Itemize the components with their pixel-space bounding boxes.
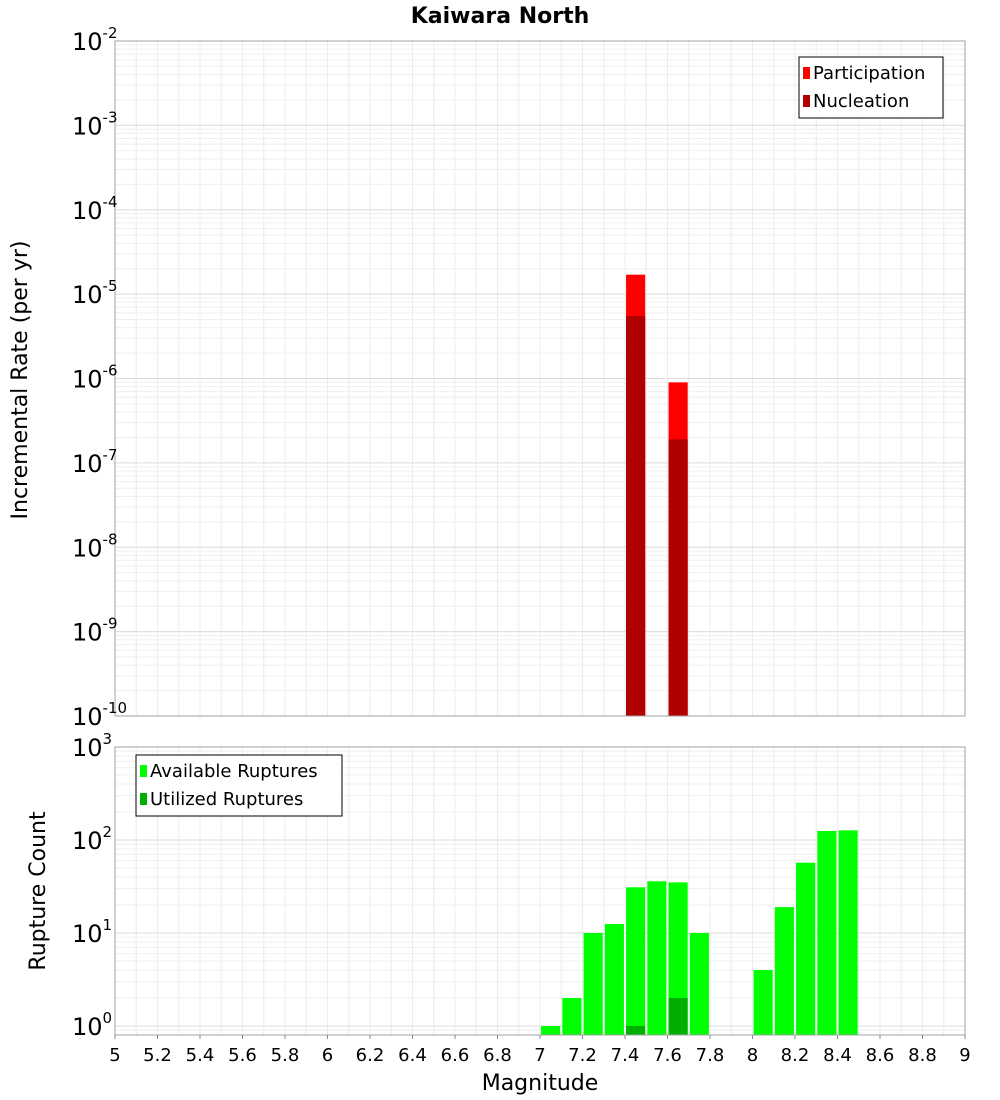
bottom-bar-available-ruptures bbox=[604, 923, 624, 1035]
top-y-tick-label: 10-8 bbox=[72, 530, 118, 562]
bottom-x-tick-label: 8.2 bbox=[781, 1045, 810, 1066]
bottom-legend: Available Ruptures Utilized Ruptures bbox=[135, 754, 343, 817]
bottom-x-tick-label: 5 bbox=[109, 1045, 120, 1066]
bottom-bar-available-ruptures bbox=[562, 997, 582, 1035]
bottom-bars bbox=[541, 830, 858, 1035]
bottom-bar-utilized-ruptures bbox=[626, 1025, 646, 1035]
bottom-bar-utilized-ruptures bbox=[668, 997, 688, 1035]
bottom-legend-swatch bbox=[140, 765, 147, 777]
bottom-panel-rupture-count: 103 102 101 100 5 5.2 5.4 5.6 5.8 6 6.2 6.4 6.6 6.8 7 7… bbox=[72, 730, 971, 1066]
bottom-bar-available-ruptures bbox=[541, 1025, 561, 1035]
bottom-x-tick-label: 7.4 bbox=[611, 1045, 640, 1066]
bottom-x-tick-label: 9 bbox=[959, 1045, 970, 1066]
top-y-tick-label: 10-5 bbox=[72, 277, 118, 309]
bottom-x-tick-label: 5.4 bbox=[186, 1045, 215, 1066]
bottom-x-tick-label: 8 bbox=[747, 1045, 758, 1066]
bottom-x-tick-label: 5.2 bbox=[143, 1045, 172, 1066]
top-y-ticks: 10-2 10-3 10-4 10-5 10-6 10-7 10-8 10-9 10-10 bbox=[72, 24, 127, 731]
chart-title: Kaiwara North bbox=[411, 4, 590, 29]
bottom-x-tick-label: 6.8 bbox=[483, 1045, 512, 1066]
top-y-tick-label: 10-7 bbox=[72, 446, 118, 478]
bottom-bar-available-ruptures bbox=[583, 932, 603, 1035]
top-panel-participation-nucleation: 10-2 10-3 10-4 10-5 10-6 10-7 10-8 10-9 10-10 Par… bbox=[72, 24, 966, 731]
top-y-tick-label: 10-2 bbox=[72, 24, 118, 56]
bottom-bar-available-ruptures bbox=[796, 862, 816, 1035]
bottom-x-tick-label: 8.6 bbox=[866, 1045, 895, 1066]
top-y-tick-label: 10-6 bbox=[72, 362, 118, 394]
top-y-axis-label: Incremental Rate (per yr) bbox=[8, 241, 33, 520]
bottom-x-tick-label: 6 bbox=[322, 1045, 333, 1066]
bottom-bar-available-ruptures bbox=[774, 907, 794, 1035]
top-y-tick-label: 10-3 bbox=[72, 108, 118, 140]
x-axis-label: Magnitude bbox=[482, 1071, 599, 1096]
bottom-x-tick-label: 7 bbox=[534, 1045, 545, 1066]
top-legend-label: Participation bbox=[813, 63, 925, 84]
bottom-y-axis-label: Rupture Count bbox=[26, 811, 51, 971]
bottom-bar-available-ruptures bbox=[838, 830, 858, 1035]
bottom-legend-label: Available Ruptures bbox=[150, 761, 318, 782]
bottom-bar-available-ruptures bbox=[817, 830, 837, 1035]
bottom-y-tick-label: 100 bbox=[72, 1009, 112, 1041]
top-y-tick-label: 10-4 bbox=[72, 193, 118, 225]
bottom-x-tick-label: 8.4 bbox=[823, 1045, 852, 1066]
bottom-legend-swatch bbox=[140, 793, 147, 805]
bottom-bar-available-ruptures bbox=[689, 932, 709, 1035]
bottom-x-tick-label: 5.8 bbox=[271, 1045, 300, 1066]
bottom-bar-available-ruptures bbox=[668, 882, 688, 1035]
bottom-y-tick-label: 103 bbox=[72, 730, 112, 762]
bottom-bar-available-ruptures bbox=[626, 887, 646, 1035]
top-legend: Participation Nucleation bbox=[798, 56, 944, 119]
top-plot-border bbox=[114, 40, 966, 717]
bottom-x-tick-label: 6.2 bbox=[356, 1045, 385, 1066]
bottom-x-ticks: 5 5.2 5.4 5.6 5.8 6 6.2 6.4 6.6 6.8 7 7.2 7.4 7.6 7.8 8… bbox=[109, 1035, 971, 1066]
top-legend-box bbox=[798, 56, 944, 119]
bottom-x-tick-label: 7.8 bbox=[696, 1045, 725, 1066]
bottom-x-tick-label: 6.6 bbox=[441, 1045, 470, 1066]
top-grid bbox=[115, 41, 965, 717]
bottom-legend-box bbox=[135, 754, 343, 817]
top-legend-label: Nucleation bbox=[813, 91, 909, 112]
bottom-x-tick-label: 8.8 bbox=[908, 1045, 937, 1066]
bottom-x-tick-label: 7.2 bbox=[568, 1045, 597, 1066]
bottom-bar-available-ruptures bbox=[753, 969, 773, 1035]
bottom-x-tick-label: 5.6 bbox=[228, 1045, 257, 1066]
top-bar-nucleation bbox=[626, 316, 646, 716]
bottom-y-tick-label: 101 bbox=[72, 916, 112, 948]
top-bar-nucleation bbox=[668, 439, 688, 716]
bottom-x-tick-label: 6.4 bbox=[398, 1045, 427, 1066]
bottom-x-tick-label: 7.6 bbox=[653, 1045, 682, 1066]
top-y-tick-label: 10-9 bbox=[72, 615, 118, 647]
bottom-bar-available-ruptures bbox=[647, 881, 667, 1035]
top-legend-swatch bbox=[803, 95, 810, 107]
bottom-y-tick-label: 102 bbox=[72, 823, 112, 855]
top-y-tick-label: 10-10 bbox=[72, 699, 127, 731]
bottom-y-ticks: 103 102 101 100 bbox=[72, 730, 112, 1041]
top-legend-swatch bbox=[803, 67, 810, 79]
top-bars bbox=[626, 274, 688, 716]
bottom-legend-label: Utilized Ruptures bbox=[150, 789, 303, 810]
